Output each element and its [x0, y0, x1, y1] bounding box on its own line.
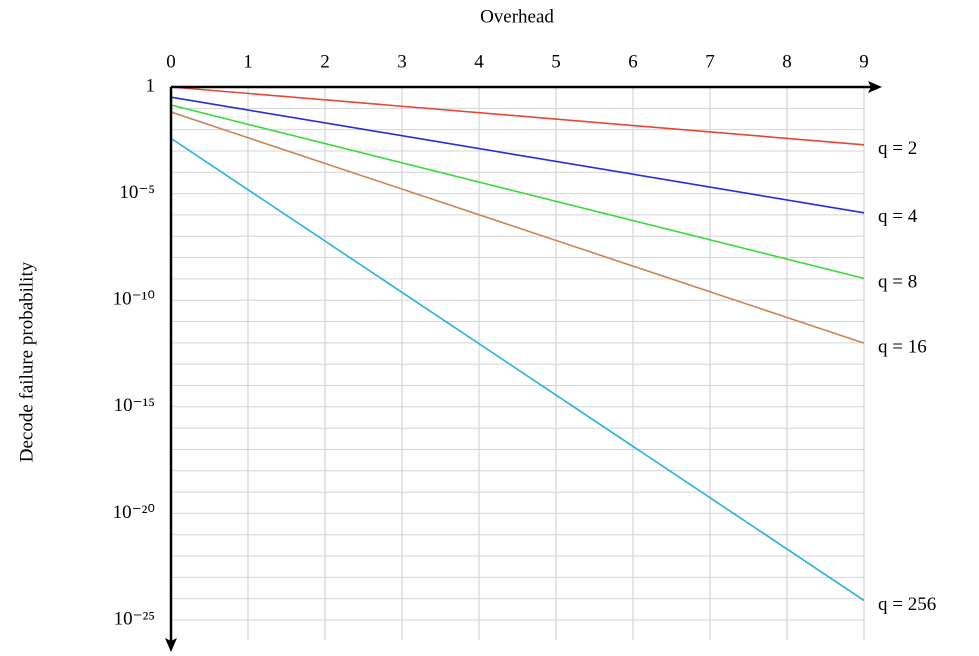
x-tick-label: 5: [551, 51, 561, 72]
x-tick-label: 6: [628, 51, 638, 72]
y-axis-arrow: [165, 638, 177, 652]
y-tick-label: 10⁻²⁰: [113, 502, 155, 523]
y-axis-label: Decode failure probability: [16, 261, 37, 462]
series-label: q = 8: [878, 272, 917, 293]
series-label: q = 16: [878, 336, 927, 357]
x-tick-label: 8: [782, 51, 792, 72]
x-tick-label: 4: [474, 51, 484, 72]
y-tick-label: 10⁻¹⁰: [113, 289, 155, 310]
series-line: [170, 86, 865, 146]
series-line: [170, 96, 865, 214]
y-tick-label: 10⁻⁵: [119, 182, 155, 203]
series-label: q = 2: [878, 138, 917, 159]
x-axis-arrow: [868, 81, 882, 93]
chart-title: Overhead: [480, 6, 554, 27]
x-tick-label: 1: [243, 51, 253, 72]
series-label: q = 256: [878, 594, 936, 615]
x-tick-label: 3: [397, 51, 407, 72]
x-tick-label: 9: [859, 51, 869, 72]
series-line: [170, 104, 865, 280]
series-line: [170, 111, 865, 344]
x-tick-label: 2: [320, 51, 330, 72]
x-tick-label: 0: [166, 51, 176, 72]
y-tick-label: 10⁻¹⁵: [114, 395, 155, 416]
series-line: [170, 137, 865, 602]
x-tick-label: 7: [705, 51, 715, 72]
y-tick-label: 1: [146, 75, 156, 96]
series-label: q = 4: [878, 206, 918, 227]
y-tick-label: 10⁻²⁵: [114, 608, 155, 629]
